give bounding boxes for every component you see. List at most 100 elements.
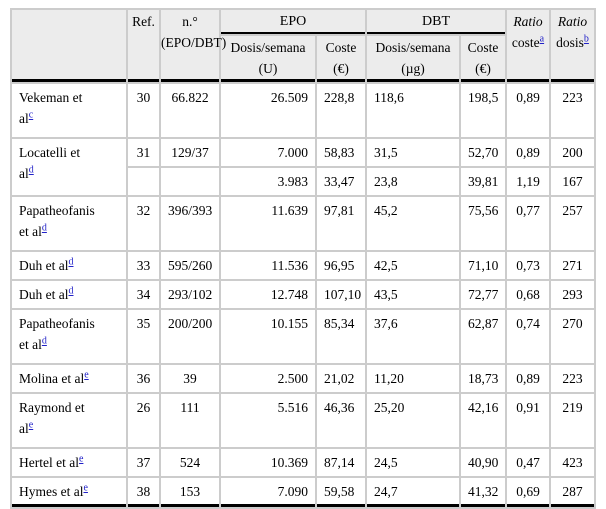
- dbt-cost-header-cell: Coste (€): [461, 36, 506, 82]
- footnote-link-d[interactable]: d: [41, 335, 47, 347]
- dbt-group-header: DBT: [367, 10, 506, 34]
- dbt-dose-cell: 11,20: [367, 365, 460, 392]
- table-row: Raymond et ale 26 111 5.516 46,36 25,20 …: [12, 394, 595, 447]
- ratio-dose-cell: 423: [551, 449, 595, 476]
- epo-dose-cell: 10.369: [221, 449, 315, 476]
- epo-dose-header-cell: Dosis/semana (U): [221, 36, 315, 82]
- n-cell: 524: [161, 449, 219, 476]
- epo-dose-cell: 7.090: [221, 478, 315, 507]
- ratio-cost-cell: 0,73: [507, 252, 550, 279]
- ref-header-cell: Ref.: [128, 10, 159, 82]
- study-cell: Duh et ald: [12, 281, 126, 308]
- epo-cost-cell: 33,47: [317, 168, 366, 195]
- study-cell: Duh et ald: [12, 252, 126, 279]
- epo-dose-cell: 11.536: [221, 252, 315, 279]
- epo-dose-cell: 12.748: [221, 281, 315, 308]
- ratio-cost-cell: 0,74: [507, 310, 550, 363]
- table-row: Papatheofanis et ald 32 396/393 11.639 9…: [12, 197, 595, 250]
- footnote-link-e[interactable]: e: [78, 453, 84, 465]
- footnote-link-d[interactable]: d: [68, 285, 74, 297]
- dbt-dose-cell: 25,20: [367, 394, 460, 447]
- ratio-dose-cell: 293: [551, 281, 595, 308]
- dbt-cost-cell: 40,90: [461, 449, 506, 476]
- dbt-cost-cell: 39,81: [461, 168, 506, 195]
- ratio-dosis-label-line2: dosisb: [556, 33, 589, 50]
- ref-cell: 37: [128, 449, 159, 476]
- epo-cost-cell: 96,95: [317, 252, 366, 279]
- dbt-dose-cell: 24,5: [367, 449, 460, 476]
- n-cell: 293/102: [161, 281, 219, 308]
- n-cell: 200/200: [161, 310, 219, 363]
- dbt-cost-cell: 52,70: [461, 139, 506, 166]
- epo-cost-cell: 21,02: [317, 365, 366, 392]
- ratio-coste-label-line1: Ratio: [513, 14, 543, 29]
- n-cell: 396/393: [161, 197, 219, 250]
- ref-cell: 30: [128, 84, 159, 137]
- epo-cost-header-cell: Coste (€): [317, 36, 366, 82]
- n-cell: 111: [161, 394, 219, 447]
- footnote-link-d[interactable]: d: [28, 164, 34, 176]
- ratio-cost-cell: 0,89: [507, 365, 550, 392]
- ratio-dosis-header-cell: Ratio dosisb: [551, 10, 595, 82]
- study-cell: Hertel et ale: [12, 449, 126, 476]
- epo-group-header: EPO: [221, 10, 366, 34]
- ref-cell: 32: [128, 197, 159, 250]
- footnote-link-e[interactable]: e: [84, 369, 89, 381]
- dbt-dose-header-cell: Dosis/semana (µg): [367, 36, 460, 82]
- n-cell: 66.822: [161, 84, 219, 137]
- footnote-link-c[interactable]: c: [28, 109, 34, 121]
- table-row: Vekeman et alc 30 66.822 26.509 228,8 11…: [12, 84, 595, 137]
- study-cell: Locatelli et ald: [12, 139, 126, 195]
- ratio-coste-label-line2: costea: [511, 33, 545, 50]
- ratio-cost-cell: 1,19: [507, 168, 550, 195]
- footnote-link-b[interactable]: b: [583, 33, 589, 45]
- table-row: Hymes et ale 38 153 7.090 59,58 24,7 41,…: [12, 478, 595, 507]
- epo-cost-cell: 58,83: [317, 139, 366, 166]
- table-row: Duh et ald 33 595/260 11.536 96,95 42,5 …: [12, 252, 595, 279]
- dbt-dose-cell: 118,6: [367, 84, 460, 137]
- epo-dose-cell: 2.500: [221, 365, 315, 392]
- ref-cell: 33: [128, 252, 159, 279]
- table-row: Hertel et ale 37 524 10.369 87,14 24,5 4…: [12, 449, 595, 476]
- table-header: Ref. n.° (EPO/DBT) EPO DBT Ratio costea …: [12, 10, 595, 82]
- n-label: n.°: [182, 14, 198, 29]
- footnote-link-e[interactable]: e: [28, 419, 34, 431]
- footnote-link-e[interactable]: e: [83, 482, 88, 494]
- header-sub-row: Dosis/semana (U) Coste (€) Dosis/semana …: [12, 36, 594, 82]
- ref-cell: 36: [128, 365, 159, 392]
- epo-cost-cell: 228,8: [317, 84, 366, 137]
- n-cell: 153: [161, 478, 219, 507]
- ratio-dose-cell: 167: [551, 168, 595, 195]
- comparison-table: Ref. n.° (EPO/DBT) EPO DBT Ratio costea …: [10, 8, 597, 509]
- epo-cost-cell: 46,36: [317, 394, 366, 447]
- epo-cost-cell: 107,10: [317, 281, 366, 308]
- ratio-coste-header-cell: Ratio costea: [507, 10, 550, 82]
- footnote-link-a[interactable]: a: [539, 33, 545, 45]
- epo-cost-cell: 97,81: [317, 197, 366, 250]
- n-sublabel: (EPO/DBT): [161, 35, 227, 50]
- ratio-dose-cell: 271: [551, 252, 595, 279]
- study-header-cell: [12, 10, 126, 82]
- epo-dose-cell: 5.516: [221, 394, 315, 447]
- ratio-dose-cell: 257: [551, 197, 595, 250]
- ratio-cost-cell: 0,68: [507, 281, 550, 308]
- study-cell: Papatheofanis et ald: [12, 197, 126, 250]
- ratio-dose-cell: 223: [551, 365, 595, 392]
- epo-dose-cell: 11.639: [221, 197, 315, 250]
- footnote-link-d[interactable]: d: [68, 256, 74, 268]
- study-cell: Molina et ale: [12, 365, 126, 392]
- epo-dose-cell: 10.155: [221, 310, 315, 363]
- dbt-cost-cell: 72,77: [461, 281, 506, 308]
- n-header-cell: n.° (EPO/DBT): [161, 10, 227, 82]
- ratio-cost-cell: 0,89: [507, 139, 550, 166]
- dbt-dose-cell: 24,7: [367, 478, 460, 507]
- ratio-dose-cell: 200: [551, 139, 595, 166]
- dbt-dose-cell: 42,5: [367, 252, 460, 279]
- ref-cell: 35: [128, 310, 159, 363]
- ratio-cost-cell: 0,89: [507, 84, 550, 137]
- table-row: Papatheofanis et ald 35 200/200 10.155 8…: [12, 310, 595, 363]
- footnote-link-d[interactable]: d: [41, 222, 47, 234]
- ratio-dose-cell: 287: [551, 478, 595, 507]
- ref-cell: 38: [128, 478, 159, 507]
- ratio-dose-cell: 270: [551, 310, 595, 363]
